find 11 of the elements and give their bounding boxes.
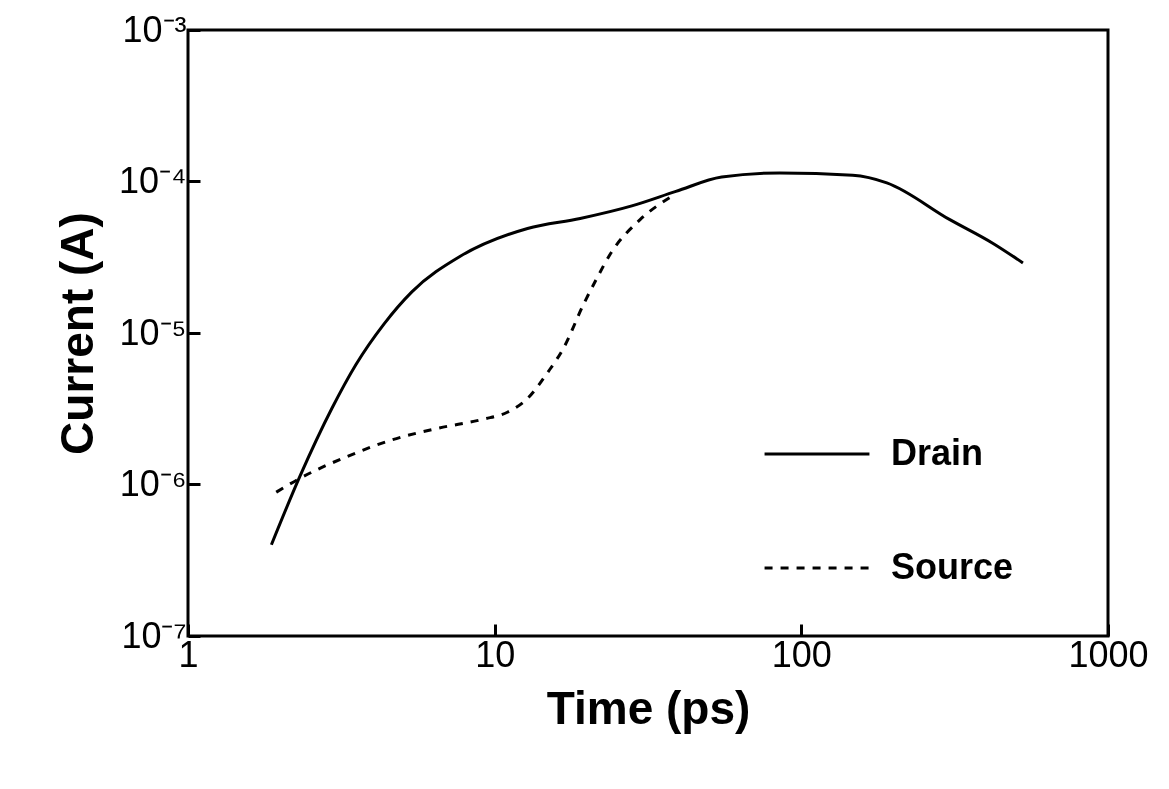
x-axis-title: Time (ps) — [546, 681, 751, 734]
y-tick-label: 10⁻⁵ — [119, 311, 187, 353]
y-tick-label: 10⁻³ — [122, 8, 187, 50]
legend-label: Drain — [891, 432, 984, 473]
x-tick-label: 1000 — [1068, 633, 1149, 675]
x-tick-label: 100 — [771, 633, 832, 675]
y-tick-label: 10⁻⁴ — [118, 160, 187, 201]
x-tick-label: 10 — [475, 633, 516, 675]
y-tick-label: 10⁻⁶ — [119, 463, 187, 504]
y-axis-title: Current (A) — [50, 212, 103, 455]
legend-label: Source — [891, 546, 1014, 587]
